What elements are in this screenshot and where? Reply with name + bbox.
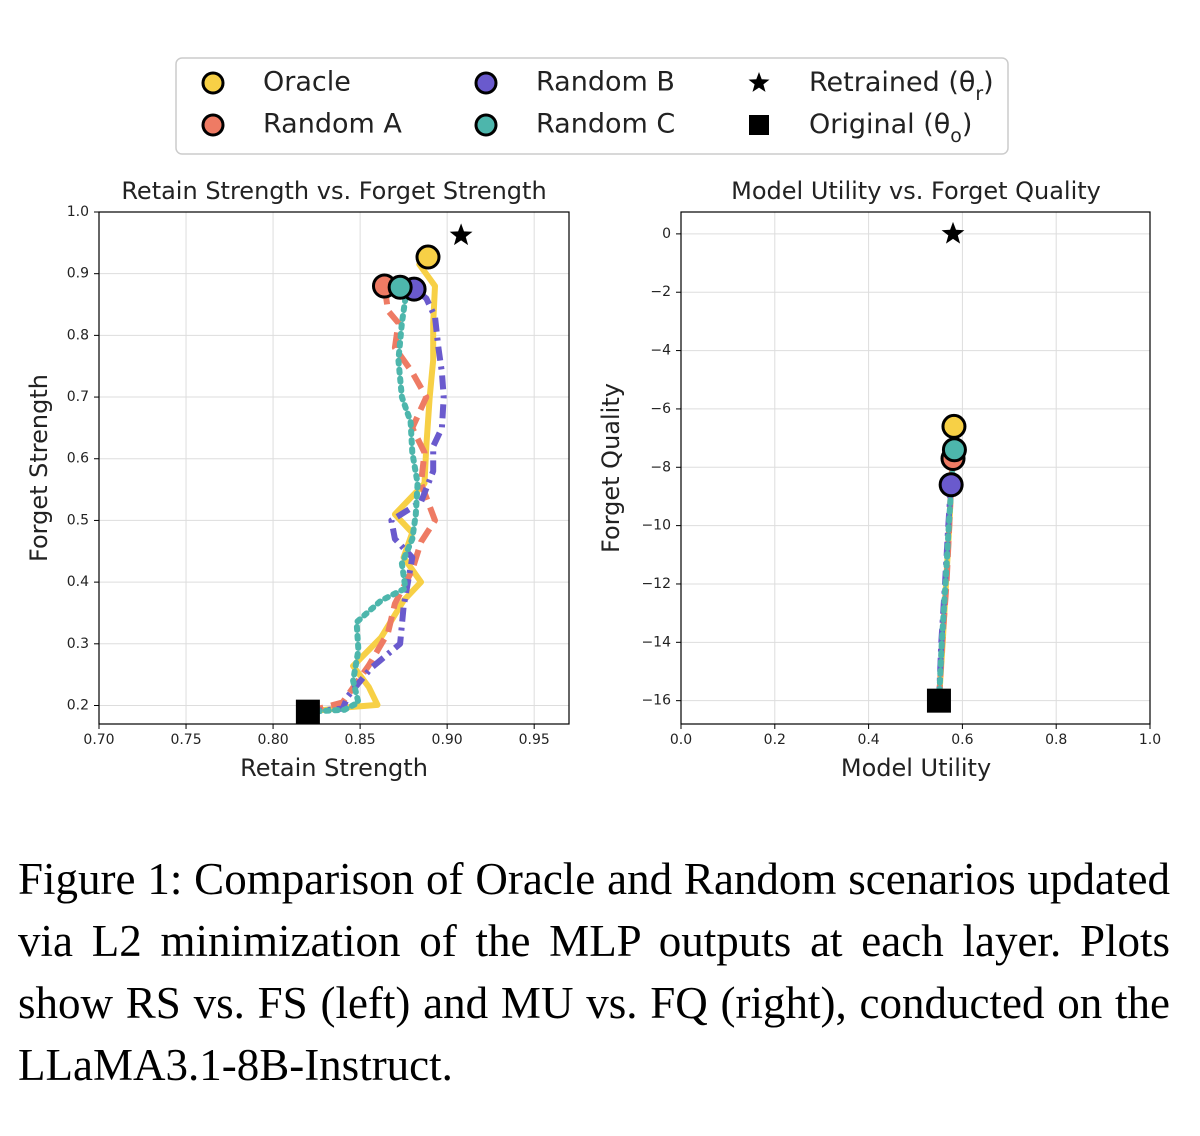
legend-marker-random-a	[201, 113, 225, 137]
y-tick-label: 0.7	[67, 389, 89, 405]
y-tick-label: −6	[650, 401, 671, 417]
y-axis-label: Forget Strength	[25, 374, 53, 562]
y-tick-label: 0.2	[67, 697, 89, 713]
y-tick-label: 0.5	[67, 512, 89, 528]
retrained-marker	[449, 223, 473, 246]
endpoint-marker-random-b	[938, 472, 964, 498]
y-tick-label: −8	[650, 459, 671, 475]
legend-item-oracle: Oracle	[201, 67, 351, 98]
legend-item-random-a: Random A	[201, 109, 402, 140]
series-line-random-b	[307, 286, 447, 715]
original-marker	[295, 699, 320, 724]
y-axis-label: Forget Quality	[597, 383, 625, 553]
legend-frame	[175, 57, 1009, 155]
legend-item-original-o: Original (θo)	[749, 109, 972, 147]
legend-marker-oracle	[201, 71, 225, 95]
figure-caption: Figure 1: Comparison of Oracle and Rando…	[18, 854, 1170, 1090]
chart-retain-vs-forget-strength: 0.70 0.75 0.80 0.85 0.90 0.95 0.2 0.3 0.4 0.5 0.6 0…	[25, 177, 570, 782]
legend-label-random-c: Random C	[536, 109, 675, 140]
endpoint-marker-random-c	[941, 437, 967, 463]
endpoint-marker-oracle	[941, 413, 967, 439]
x-tick-label: 0.80	[257, 732, 288, 748]
plot-frame	[680, 211, 1151, 725]
legend-marker-square	[749, 115, 769, 135]
endpoint-marker-random-c	[387, 274, 413, 300]
x-tick-label: 0.70	[83, 732, 114, 748]
legend-label-retrained-r: Retrained (θr)	[809, 67, 994, 105]
grid	[680, 212, 1151, 724]
chart-utility-vs-forget-quality: 0.0 0.2 0.4 0.6 0.8 1.0 0 −2 −4 −6 −8 −10 −12 −14 −16 M…	[597, 177, 1161, 782]
x-tick-label: 0.0	[670, 732, 692, 748]
original-marker	[926, 688, 951, 713]
x-tick-label: 0.95	[519, 732, 550, 748]
x-tick-label: 0.90	[432, 732, 463, 748]
x-tick-label: 0.8	[1045, 732, 1067, 748]
y-tick-label: −12	[641, 576, 671, 592]
y-tick-label: −2	[650, 284, 671, 300]
retrained-marker	[941, 221, 965, 244]
endpoint-marker-oracle	[415, 244, 441, 270]
y-tick-label: 0.3	[67, 636, 89, 652]
series-line-random-c	[304, 284, 421, 715]
y-tick-label: −14	[641, 634, 671, 650]
legend-marker-random-b	[474, 71, 498, 95]
x-axis-label: Retain Strength	[240, 754, 428, 782]
x-axis-label: Model Utility	[841, 754, 991, 782]
y-tick-label: 0.4	[67, 574, 89, 590]
figure: Oracle Random A Random B Random C Retrained …	[25, 57, 1161, 782]
legend-label-original-o: Original (θo)	[809, 109, 972, 147]
series-line-random-a	[307, 285, 438, 715]
x-tick-label: 0.6	[951, 732, 973, 748]
legend-label-random-b: Random B	[536, 67, 675, 98]
x-tick-label: 0.85	[345, 732, 376, 748]
y-tick-label: 0.9	[67, 266, 89, 282]
legend: Oracle Random A Random B Random C Retrained …	[175, 57, 1009, 155]
legend-item-retrained-r: Retrained (θr)	[748, 67, 994, 105]
x-tick-label: 1.0	[1139, 732, 1161, 748]
x-tick-label: 0.2	[764, 732, 786, 748]
y-tick-label: 1.0	[67, 204, 89, 220]
legend-item-random-c: Random C	[474, 109, 675, 140]
y-tick-label: 0.8	[67, 327, 89, 343]
grid	[98, 211, 569, 724]
plot-frame	[98, 211, 570, 725]
y-tick-label: −10	[641, 518, 671, 534]
chart-title: Model Utility vs. Forget Quality	[731, 177, 1101, 205]
legend-marker-star	[748, 72, 770, 92]
y-tick-label: −4	[650, 343, 671, 359]
x-tick-label: 0.4	[857, 732, 879, 748]
legend-marker-random-c	[474, 113, 498, 137]
y-tick-label: 0.6	[67, 451, 89, 467]
legend-label-random-a: Random A	[263, 109, 402, 140]
legend-item-random-b: Random B	[474, 67, 675, 98]
x-tick-label: 0.75	[170, 732, 201, 748]
y-tick-label: 0	[662, 226, 671, 242]
y-tick-label: −16	[641, 693, 671, 709]
legend-label-oracle: Oracle	[263, 67, 351, 98]
chart-title: Retain Strength vs. Forget Strength	[121, 177, 546, 205]
